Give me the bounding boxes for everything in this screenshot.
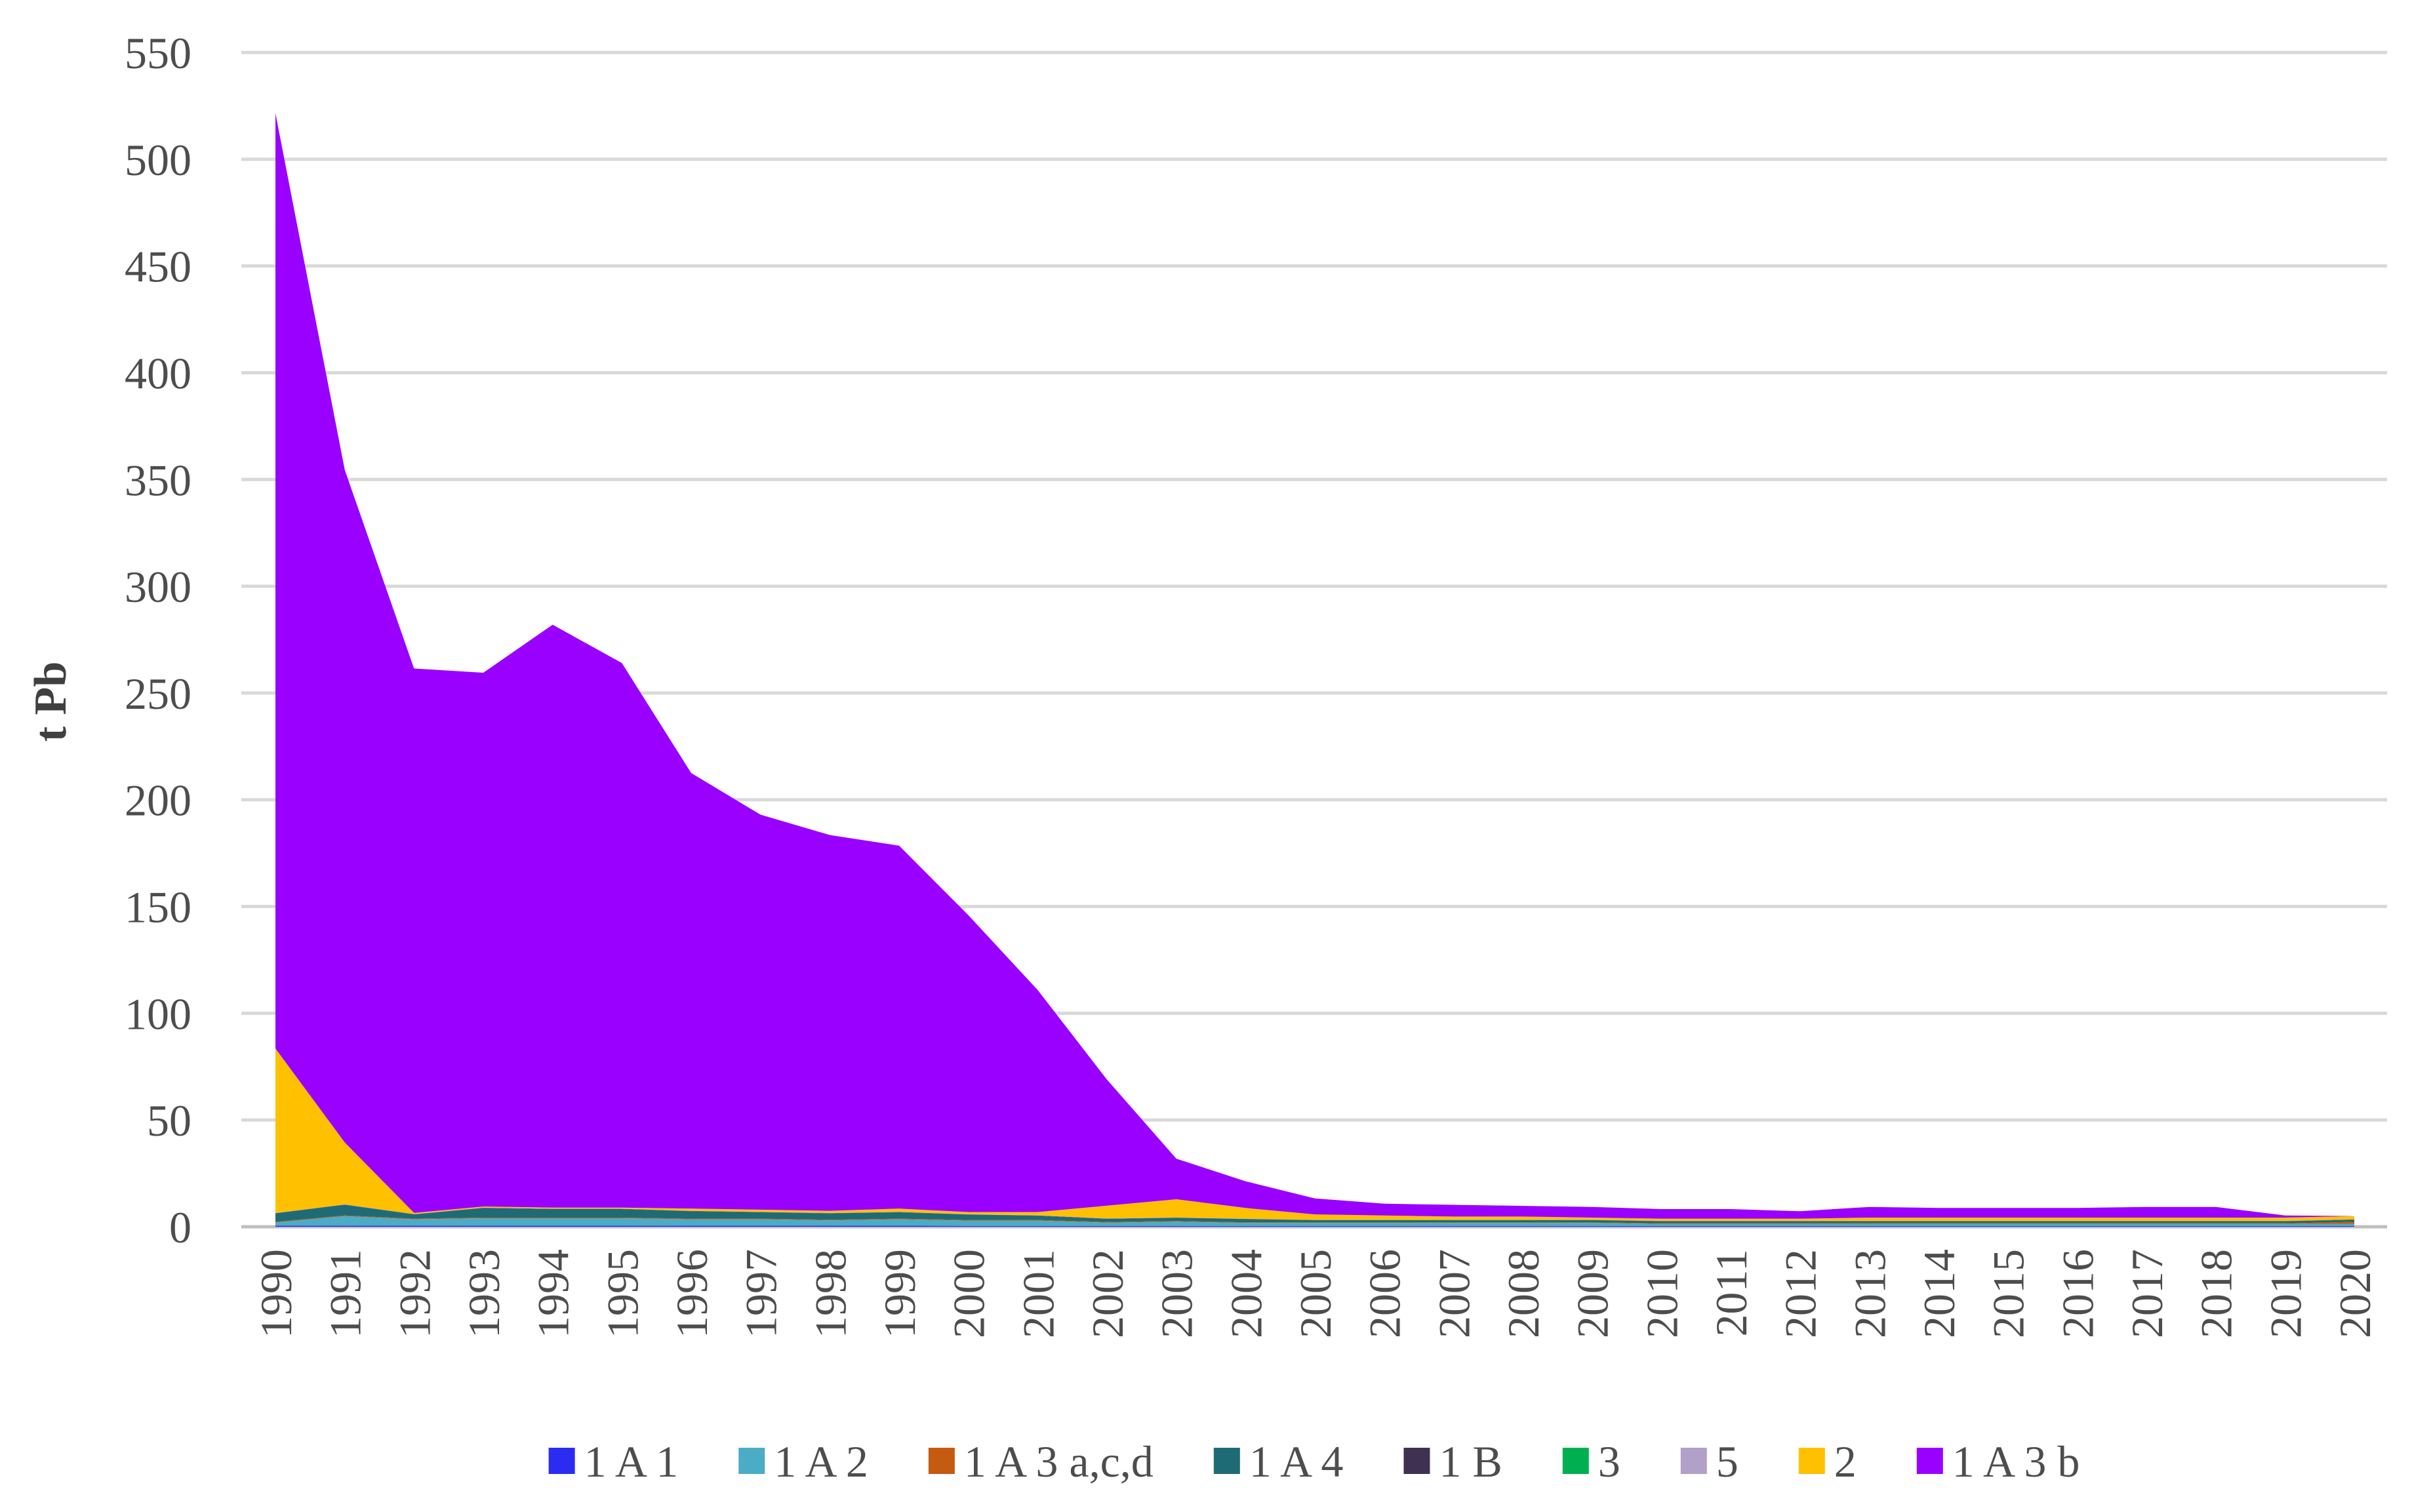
- y-tick-label: 500: [125, 135, 191, 185]
- x-tick-label: 2019: [2261, 1249, 2310, 1338]
- x-tick-label: 2013: [1845, 1249, 1895, 1338]
- area-series-1-a-1: [275, 1225, 2354, 1227]
- x-tick-label: 1999: [875, 1249, 925, 1338]
- y-tick-label: 400: [125, 348, 191, 398]
- x-tick-label: 1992: [390, 1249, 439, 1338]
- stacked-areas: [275, 113, 2354, 1227]
- legend-label: 3: [1598, 1437, 1620, 1486]
- x-tick-label: 2007: [1429, 1249, 1479, 1338]
- y-tick-label: 100: [125, 989, 191, 1039]
- y-tick-label: 300: [125, 562, 191, 612]
- area-series-1-a-3-b: [275, 113, 2354, 1219]
- x-tick-label: 1993: [459, 1249, 509, 1338]
- legend-label: 1 A 3 b: [1952, 1437, 2080, 1486]
- legend-swatch: [1562, 1448, 1589, 1474]
- x-tick-label: 2010: [1637, 1249, 1687, 1338]
- x-tick-label: 2004: [1221, 1249, 1271, 1338]
- legend-label: 1 B: [1439, 1437, 1502, 1486]
- legend-item-1-a-3-a-c-d: 1 A 3 a,c,d: [928, 1437, 1154, 1486]
- y-axis-title: t Pb: [26, 662, 76, 742]
- legend-label: 1 A 3 a,c,d: [964, 1437, 1154, 1486]
- x-tick-label: 2005: [1291, 1249, 1340, 1338]
- legend-swatch: [1916, 1448, 1943, 1474]
- x-tick-label: 2020: [2330, 1249, 2380, 1338]
- legend-item-1-a-4: 1 A 4: [1213, 1437, 1344, 1486]
- x-tick-label: 1994: [529, 1249, 578, 1338]
- y-axis: 0 50 100 150 200 250 300 350 400 450 500 550: [125, 28, 191, 1252]
- y-tick-label: 200: [125, 776, 191, 826]
- y-tick-label: 150: [125, 883, 191, 932]
- legend-item-5: 5: [1680, 1437, 1739, 1486]
- legend-item-1-b: 1 B: [1403, 1437, 1502, 1486]
- legend-label: 1 A 2: [774, 1437, 868, 1486]
- x-tick-label: 2003: [1152, 1249, 1202, 1338]
- legend-swatch: [548, 1448, 575, 1474]
- x-tick-label: 2009: [1568, 1249, 1618, 1338]
- legend-item-2: 2: [1798, 1437, 1857, 1486]
- legend-swatch: [1403, 1448, 1430, 1474]
- legend-label: 5: [1716, 1437, 1739, 1486]
- legend-swatch: [1213, 1448, 1240, 1474]
- x-axis: 1990 1991 1992 1993 1994 1995 1996 1997 1998 1999…: [251, 1249, 2380, 1338]
- x-tick-label: 2000: [944, 1249, 994, 1338]
- x-tick-label: 2012: [1776, 1249, 1826, 1338]
- x-tick-label: 2008: [1499, 1249, 1548, 1338]
- x-tick-label: 2001: [1013, 1249, 1063, 1338]
- area-series-1-a-4: [275, 1204, 2354, 1224]
- y-tick-label: 550: [125, 28, 191, 78]
- x-tick-label: 1998: [805, 1249, 855, 1338]
- legend-swatch: [1798, 1448, 1825, 1474]
- legend-swatch: [1680, 1448, 1707, 1474]
- legend-label: 1 A 1: [584, 1437, 679, 1486]
- legend-item-1-a-2: 1 A 2: [738, 1437, 868, 1486]
- x-tick-label: 1991: [321, 1249, 371, 1338]
- legend-item-1-a-1: 1 A 1: [548, 1437, 679, 1486]
- legend-item-3: 3: [1562, 1437, 1620, 1486]
- legend-label: 1 A 4: [1249, 1437, 1344, 1486]
- x-tick-label: 2002: [1083, 1249, 1133, 1338]
- x-tick-label: 2018: [2192, 1249, 2242, 1338]
- x-tick-label: 2011: [1706, 1249, 1756, 1336]
- y-tick-label: 0: [169, 1203, 191, 1252]
- area-series-1-a-2: [275, 1216, 2354, 1226]
- x-tick-label: 1995: [597, 1249, 647, 1338]
- y-tick-label: 250: [125, 669, 191, 719]
- x-tick-label: 2016: [2053, 1249, 2102, 1338]
- y-tick-label: 450: [125, 242, 191, 292]
- legend-label: 2: [1834, 1437, 1857, 1486]
- y-tick-label: 350: [125, 455, 191, 505]
- x-tick-label: 2015: [1984, 1249, 2034, 1338]
- x-tick-label: 1997: [736, 1249, 786, 1338]
- x-tick-label: 2006: [1360, 1249, 1410, 1338]
- x-tick-label: 2017: [2122, 1249, 2172, 1338]
- legend-swatch: [738, 1448, 765, 1474]
- x-tick-label: 1990: [251, 1249, 301, 1338]
- x-tick-label: 2014: [1914, 1249, 1964, 1338]
- legend: 1 A 1 1 A 2 1 A 3 a,c,d 1 A 4 1 B 3 5 2 1 A 3 b: [548, 1437, 2080, 1486]
- y-tick-label: 50: [147, 1096, 191, 1145]
- legend-item-1-a-3-b: 1 A 3 b: [1916, 1437, 2080, 1486]
- legend-swatch: [928, 1448, 955, 1474]
- x-tick-label: 1996: [667, 1249, 717, 1338]
